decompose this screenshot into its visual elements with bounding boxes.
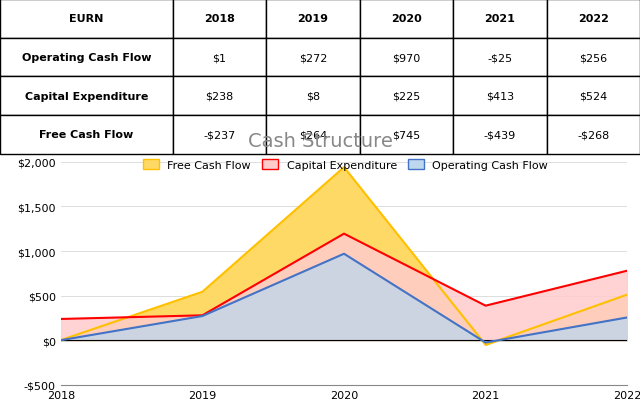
Bar xyxy=(360,77,453,116)
Bar xyxy=(173,77,266,116)
Bar xyxy=(547,38,640,77)
Text: $1: $1 xyxy=(212,53,227,63)
Bar xyxy=(173,0,266,38)
Text: $970: $970 xyxy=(392,53,420,63)
Text: $256: $256 xyxy=(579,53,607,63)
Bar xyxy=(266,0,360,38)
Bar xyxy=(266,77,360,116)
Text: 2018: 2018 xyxy=(204,14,235,24)
Text: Cash Structure: Cash Structure xyxy=(248,132,392,150)
Bar xyxy=(0,116,173,154)
Text: 2020: 2020 xyxy=(391,14,422,24)
Text: $272: $272 xyxy=(299,53,327,63)
Text: 2022: 2022 xyxy=(578,14,609,24)
Text: $413: $413 xyxy=(486,91,514,101)
Bar xyxy=(360,38,453,77)
Bar xyxy=(453,77,547,116)
Text: 2019: 2019 xyxy=(298,14,328,24)
Legend: Free Cash Flow, Capital Expenditure, Operating Cash Flow: Free Cash Flow, Capital Expenditure, Ope… xyxy=(143,160,548,170)
Text: $238: $238 xyxy=(205,91,234,101)
Text: Operating Cash Flow: Operating Cash Flow xyxy=(22,53,151,63)
Bar xyxy=(173,116,266,154)
Bar xyxy=(547,0,640,38)
Bar xyxy=(266,38,360,77)
Text: -$268: -$268 xyxy=(577,130,609,140)
Bar xyxy=(360,116,453,154)
Bar xyxy=(0,38,173,77)
Bar xyxy=(453,116,547,154)
Bar xyxy=(266,116,360,154)
Text: $264: $264 xyxy=(299,130,327,140)
Text: Capital Expenditure: Capital Expenditure xyxy=(25,91,148,101)
Text: Free Cash Flow: Free Cash Flow xyxy=(39,130,134,140)
Bar xyxy=(0,0,173,38)
Bar xyxy=(0,77,173,116)
Bar xyxy=(453,0,547,38)
Text: -$25: -$25 xyxy=(487,53,513,63)
Bar xyxy=(453,38,547,77)
Text: $524: $524 xyxy=(579,91,607,101)
Bar xyxy=(547,116,640,154)
Text: -$439: -$439 xyxy=(484,130,516,140)
Text: 2021: 2021 xyxy=(484,14,515,24)
Text: -$237: -$237 xyxy=(204,130,236,140)
Text: $745: $745 xyxy=(392,130,420,140)
Text: $8: $8 xyxy=(306,91,320,101)
Text: EURN: EURN xyxy=(69,14,104,24)
Bar xyxy=(360,0,453,38)
Bar xyxy=(547,77,640,116)
Text: $225: $225 xyxy=(392,91,420,101)
Bar xyxy=(173,38,266,77)
